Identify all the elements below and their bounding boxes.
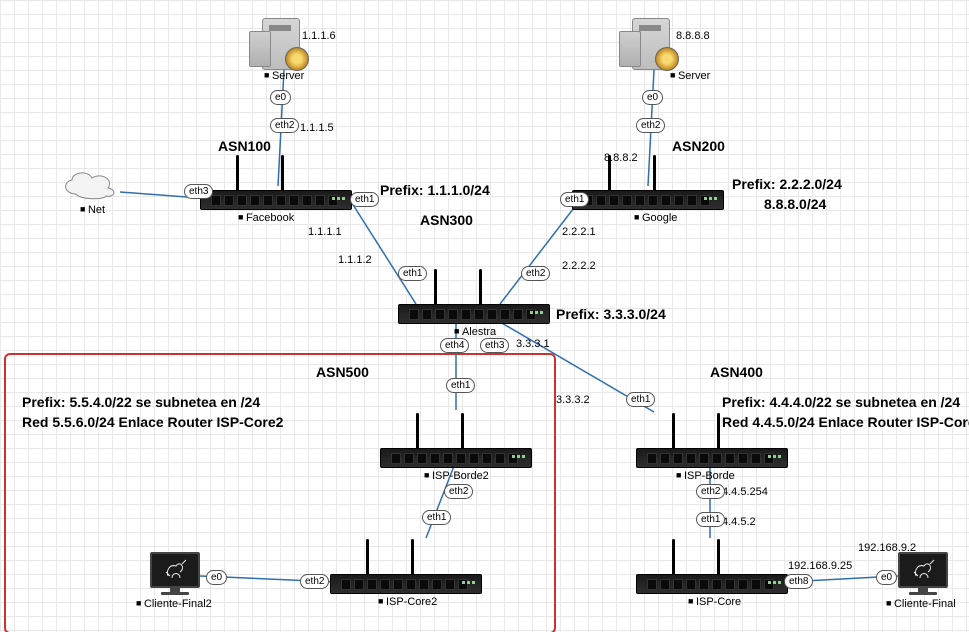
prefix-asn100: Prefix: 1.1.1.0/24: [380, 182, 490, 198]
pc-cliente2: [150, 552, 200, 596]
port-al-right: eth2: [521, 266, 550, 281]
label-isp-borde2: ISP-Borde2: [424, 470, 489, 482]
prefix-asn500b: Red 5.5.6.0/24 Enlace Router ISP-Core2: [22, 414, 283, 430]
label-server1: Server: [264, 70, 304, 82]
ip-server1: 1.1.1.6: [302, 30, 336, 42]
port-pc: e0: [876, 570, 897, 585]
port-b-dn: eth2: [696, 484, 725, 499]
prefix-asn400b: Red 4.4.5.0/24 Enlace Router ISP-Core: [722, 414, 969, 430]
ip-server2: 8.8.8.8: [676, 30, 710, 42]
port-pc2: e0: [206, 570, 227, 585]
ip-al-right: 2.2.2.2: [562, 260, 596, 272]
server-1: [262, 18, 300, 70]
asn-isp-borde: ASN400: [710, 364, 763, 380]
ip-gg-up: 8.8.8.2: [604, 152, 638, 164]
label-cliente2: Cliente-Final2: [136, 598, 212, 610]
label-google: Google: [634, 212, 677, 224]
router-isp-borde2: [380, 448, 532, 468]
label-isp-borde: ISP-Borde: [676, 470, 735, 482]
prefix-asn200b: 8.8.8.0/24: [764, 196, 826, 212]
ip-b-up: 3.3.3.2: [556, 394, 590, 406]
asn-isp-borde2: ASN500: [316, 364, 369, 380]
router-isp-core2: [330, 574, 482, 594]
prefix-asn400a: Prefix: 4.4.4.0/22 se subnetea en /24: [722, 394, 960, 410]
port-al-d3: eth3: [480, 338, 509, 353]
router-isp-borde: [636, 448, 788, 468]
ip-gg-left: 2.2.2.1: [562, 226, 596, 238]
pc-cliente: [898, 552, 948, 596]
ip-al-left: 1.1.1.2: [338, 254, 372, 266]
prefix-asn200a: Prefix: 2.2.2.0/24: [732, 176, 842, 192]
label-isp-core2: ISP-Core2: [378, 596, 437, 608]
ip-fb-up: 1.1.1.5: [300, 122, 334, 134]
label-cliente: Cliente-Final: [886, 598, 956, 610]
prefix-asn500a: Prefix: 5.5.4.0/22 se subnetea en /24: [22, 394, 260, 410]
port-b2-dn: eth2: [444, 484, 473, 499]
label-facebook: Facebook: [238, 212, 294, 224]
label-isp-core: ISP-Core: [688, 596, 741, 608]
label-alestra: Alestra: [454, 326, 496, 338]
port-b-up: eth1: [626, 392, 655, 407]
port-gg-left: eth1: [560, 192, 589, 207]
ip-al-d3: 3.3.3.1: [516, 338, 550, 350]
port-gg-up: eth2: [636, 118, 665, 133]
port-c2-up: eth1: [422, 510, 451, 525]
router-alestra: [398, 304, 550, 324]
port-fb-up: eth2: [270, 118, 299, 133]
port-c2-left: eth2: [300, 574, 329, 589]
asn-google: ASN200: [672, 138, 725, 154]
ip-pc: 192.168.9.2: [858, 542, 916, 554]
ip-c-right: 192.168.9.25: [788, 560, 852, 572]
port-c-up: eth1: [696, 512, 725, 527]
port-c-right: eth8: [784, 574, 813, 589]
label-net: Net: [80, 204, 105, 216]
port-fb-left: eth3: [184, 184, 213, 199]
port-al-d4: eth4: [440, 338, 469, 353]
router-google: [572, 190, 724, 210]
port-fb-right: eth1: [350, 192, 379, 207]
ip-fb-right: 1.1.1.1: [308, 226, 342, 238]
server-2: [632, 18, 670, 70]
router-facebook: [200, 190, 352, 210]
ip-b-dn: 4.4.5.254: [722, 486, 768, 498]
port-s1: e0: [270, 90, 291, 105]
label-server2: Server: [670, 70, 710, 82]
ip-c-up: 4.4.5.2: [722, 516, 756, 528]
port-b2-up: eth1: [446, 378, 475, 393]
port-al-left: eth1: [398, 266, 427, 281]
asn-facebook: ASN100: [218, 138, 271, 154]
port-s2: e0: [642, 90, 663, 105]
cloud-net: [58, 168, 122, 202]
asn-alestra: ASN300: [420, 212, 473, 228]
router-isp-core: [636, 574, 788, 594]
prefix-asn300: Prefix: 3.3.3.0/24: [556, 306, 666, 322]
